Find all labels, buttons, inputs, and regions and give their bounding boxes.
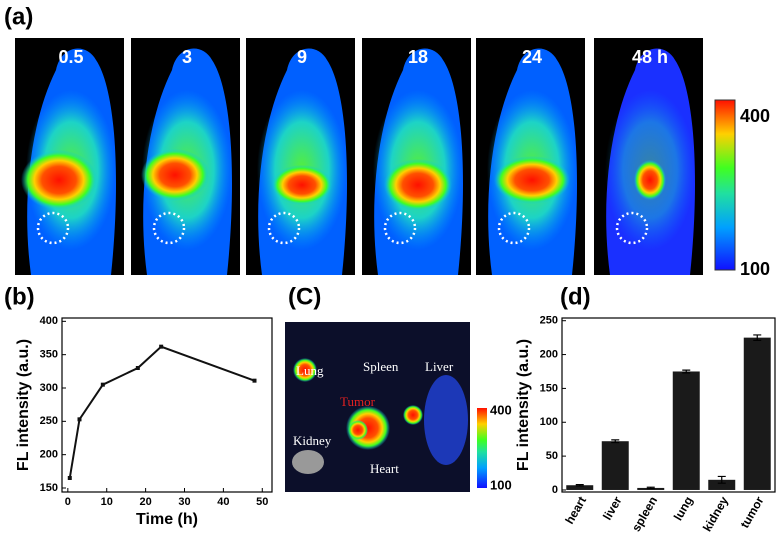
timepoint-label: 48 h: [632, 47, 668, 67]
x-tick-label: tumor: [737, 494, 766, 531]
colorbar: [714, 99, 736, 271]
error-bar: [717, 475, 726, 484]
bar: [743, 337, 771, 490]
point: [77, 417, 82, 422]
x-tick-label: 0: [65, 496, 71, 508]
bar: [601, 441, 629, 490]
x-axis-label: Time (h): [136, 511, 198, 528]
x-tick-label: 10: [101, 496, 113, 508]
organ-label: Heart: [370, 461, 399, 476]
y-tick-label: 350: [40, 349, 58, 361]
organ-label: Liver: [425, 359, 454, 374]
organ-label: Lung: [296, 363, 324, 378]
organ: [403, 405, 423, 425]
panel-label: (C): [288, 283, 321, 310]
organ-label: Spleen: [363, 359, 399, 374]
plot-frame: [561, 317, 776, 493]
error-bar: [682, 369, 691, 374]
hotspot: [21, 150, 97, 210]
error-bar: [611, 439, 620, 444]
timepoint-label: 18: [408, 47, 428, 67]
tumor-circle: [36, 211, 70, 245]
y-tick-label: 400: [40, 315, 58, 327]
y-tick-label: 250: [540, 315, 558, 327]
bar: [708, 479, 736, 490]
organ-colorbar-label: 400: [490, 402, 512, 417]
organ: [293, 358, 317, 382]
timepoint-label: 9: [297, 47, 307, 67]
tumor-circle: [383, 211, 417, 245]
hotspot: [141, 149, 209, 201]
y-tick-label: 100: [540, 416, 558, 428]
panel-label: (d): [560, 283, 591, 310]
tumor-circle: [152, 211, 186, 245]
y-tick-label: 200: [540, 348, 558, 360]
x-tick-label: spleen: [629, 494, 660, 534]
y-tick-label: 250: [40, 415, 58, 427]
x-tick-label: kidney: [700, 494, 731, 534]
tumor-circle: [267, 211, 301, 245]
bar: [566, 485, 594, 490]
point: [252, 378, 257, 383]
timepoint-label: 24: [522, 47, 542, 67]
x-tick-label: liver: [600, 494, 625, 523]
plot-frame: [61, 317, 273, 493]
organ-label: Kidney: [293, 433, 332, 448]
point: [67, 476, 72, 480]
point: [100, 382, 105, 387]
point: [159, 344, 164, 349]
y-axis-label: FL intensity (a.u.): [515, 339, 532, 471]
hotspot: [634, 160, 666, 200]
y-axis-label: FL intensity (a.u.): [15, 339, 32, 471]
y-tick-label: 50: [546, 450, 558, 462]
x-tick-label: 40: [217, 496, 229, 508]
tumor-circle: [497, 211, 531, 245]
timepoint-label: 0.5: [58, 47, 83, 67]
organ-colorbar-label: 100: [490, 477, 512, 492]
y-tick-label: 300: [40, 382, 58, 394]
timepoint-label: 3: [182, 47, 192, 67]
panel-label: (a): [4, 3, 33, 30]
y-tick-label: 200: [40, 449, 58, 461]
organ-kidney: [292, 450, 324, 474]
y-tick-label: 0: [552, 484, 558, 496]
panel-label: (b): [4, 283, 35, 310]
organ-label: Tumor: [340, 394, 376, 409]
hotspot: [384, 159, 452, 211]
x-tick-label: lung: [671, 494, 696, 523]
colorbar-label: 100: [740, 259, 770, 279]
line-series: [68, 345, 255, 479]
hotspot: [494, 156, 570, 204]
point: [135, 366, 140, 370]
x-tick-label: 20: [139, 496, 151, 508]
error-bar: [753, 334, 762, 341]
x-tick-label: 50: [256, 496, 268, 508]
y-tick-label: 150: [540, 382, 558, 394]
organ: [348, 420, 368, 440]
error-bar: [575, 483, 584, 487]
x-tick-label: 30: [178, 496, 190, 508]
hotspot: [272, 165, 332, 205]
organ-colorbar: [477, 408, 487, 488]
x-tick-label: heart: [562, 494, 589, 526]
bar: [672, 371, 700, 490]
tumor-circle: [615, 211, 649, 245]
organ-liver: [424, 375, 468, 465]
error-bar: [646, 486, 655, 490]
colorbar-label: 400: [740, 106, 770, 126]
y-tick-label: 150: [40, 482, 58, 494]
